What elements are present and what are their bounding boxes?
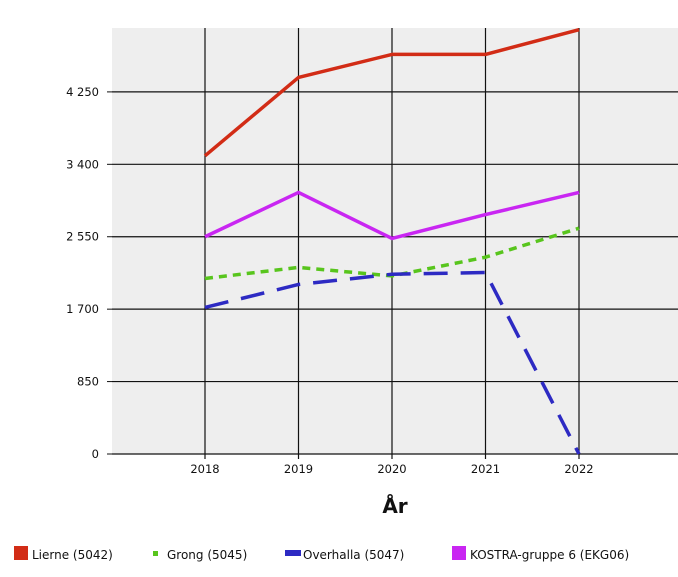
x-axis-title: År — [382, 494, 407, 518]
y-tick-label: 0 — [92, 447, 99, 461]
series-line — [204, 270, 581, 455]
legend-label: Grong (5045) — [167, 548, 247, 562]
legend-swatch — [14, 546, 28, 560]
x-tick-label: 2021 — [471, 462, 500, 476]
grid — [107, 28, 678, 459]
legend-swatch — [153, 551, 158, 556]
series-line — [203, 28, 580, 158]
x-tick-label: 2019 — [284, 462, 313, 476]
legend-label: Overhalla (5047) — [303, 548, 404, 562]
y-tick-label: 4 250 — [66, 85, 99, 99]
x-axis-tick-labels: 2018 2019 2020 2021 2022 — [190, 462, 593, 476]
x-tick-label: 2020 — [377, 462, 406, 476]
x-tick-label: 2022 — [564, 462, 593, 476]
y-tick-label: 3 400 — [66, 157, 99, 171]
plot-area — [112, 28, 678, 454]
series-lines — [203, 28, 581, 455]
series-line — [204, 190, 580, 241]
y-tick-label: 2 550 — [66, 230, 99, 244]
legend-label: KOSTRA-gruppe 6 (EKG06) — [470, 548, 629, 562]
y-tick-label: 1 700 — [66, 302, 99, 316]
legend-label: Lierne (5042) — [32, 548, 113, 562]
y-tick-label: 850 — [77, 375, 99, 389]
x-tick-label: 2018 — [190, 462, 219, 476]
legend: Lierne (5042) Grong (5045) Overhalla (5047… — [14, 546, 629, 562]
y-axis-tick-labels: 0 850 1 700 2 550 3 400 4 250 — [66, 85, 99, 461]
legend-swatch — [285, 550, 301, 556]
legend-swatch — [452, 546, 466, 560]
